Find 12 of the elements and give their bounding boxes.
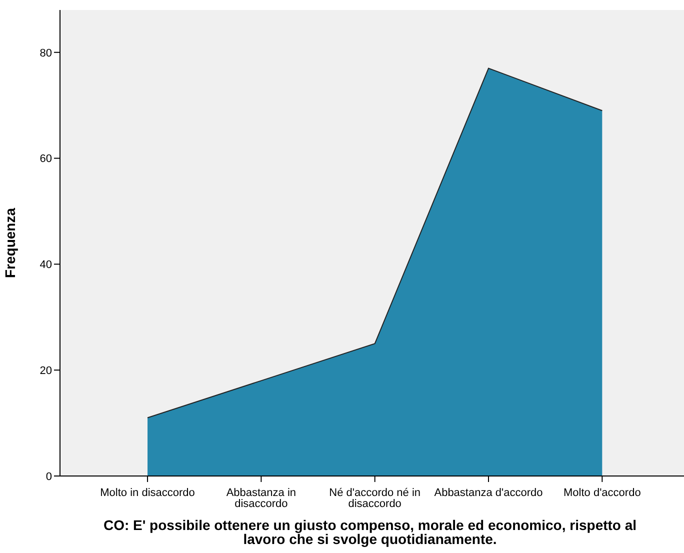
x-axis-title: CO: E' possibile ottenere un giusto compenso, morale ed economico, rispetto al lavoro che si svolge quotidianamente. xyxy=(102,517,638,547)
y-tick-label: 80 xyxy=(40,47,52,60)
x-tick-label: Molto d'accordo xyxy=(564,487,641,499)
x-tick-label: Molto in disaccordo xyxy=(100,487,195,499)
y-axis-title: Frequenza xyxy=(2,208,18,278)
x-tick-label: Né d'accordo né in disaccordo xyxy=(329,487,421,510)
y-tick-label: 40 xyxy=(40,259,52,272)
y-tick-label: 0 xyxy=(46,470,52,483)
y-tick-label: 60 xyxy=(40,153,52,166)
y-tick-label: 20 xyxy=(40,364,52,377)
x-tick-label: Abbastanza in disaccordo xyxy=(226,487,296,510)
x-tick-label: Abbastanza d'accordo xyxy=(434,487,543,499)
